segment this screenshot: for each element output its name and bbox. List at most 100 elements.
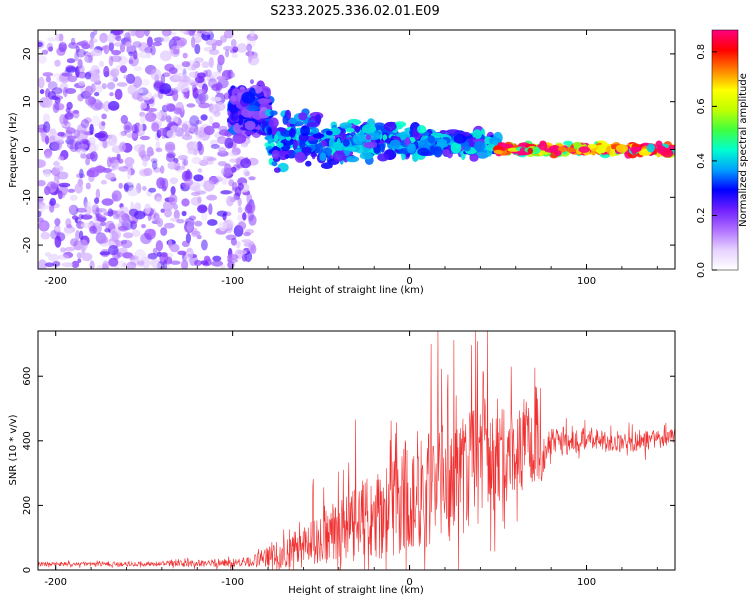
spectrogram-cell [184,92,189,99]
spectrogram-cell [169,217,180,222]
spectrogram-cell [150,158,158,164]
spectrogram-cell [107,208,114,217]
spectrogram-cell [65,127,76,135]
spectrogram-cell [150,68,162,81]
spectrogram-cell [94,84,102,90]
spectrogram-cell [118,166,129,172]
spectrogram-cell [250,79,254,85]
spectrogram-cell [113,42,124,47]
y-tick-label: -20 [22,237,33,253]
spectrogram-cell [46,42,54,52]
spectrogram-cell [276,142,284,148]
spectrogram-cell [249,30,256,37]
spectrogram-cell [111,190,122,202]
spectrogram-cell [110,55,122,63]
spectrogram-cell [109,92,114,97]
spectrogram-cell [206,160,214,165]
spectrogram-cell [138,42,149,52]
spectrogram-cell [148,98,154,105]
spectrogram-cell [97,264,103,269]
spectrogram-cell [220,264,226,269]
snr-panel: -200 -100 0 100 0 200 400 600 Height of straig… [8,330,676,596]
spectrogram-cell [187,123,198,133]
spectrogram-cell [188,30,195,37]
spectrogram-cell [79,168,84,179]
spectrogram-cell [493,149,503,154]
spectrogram-cell [233,163,241,171]
spectrogram-cell [162,259,168,269]
spectrogram-cell [214,102,226,111]
spectrogram-cell [246,203,253,213]
spectrogram-cell [140,102,148,109]
spectrogram-cell [40,231,51,240]
spectrogram-cell [99,251,110,256]
spectrogram-cell [58,254,70,260]
spectrogram-cell [241,239,252,244]
spectrogram-cell [226,195,234,207]
spectrogram-cell [179,84,190,93]
spectrogram-cell [90,38,98,43]
spectrogram-cell [268,117,279,128]
spectrogram-cell [230,237,237,246]
spectrogram-cell [160,208,166,213]
spectrogram-cell [80,153,87,159]
spectrogram-cell [227,254,239,260]
x-tick-label: -200 [44,276,67,287]
spectrogram-cell [185,251,194,260]
spectrogram-cell [89,260,95,269]
spectrogram-cell [192,185,201,192]
spectrogram-cell [85,182,91,190]
spectrogram-cell [58,190,63,200]
spectrogram-cell [170,260,181,265]
x-tick-label: 0 [406,577,412,588]
spectrogram-cell [186,221,194,233]
spectrogram-cell [74,183,83,194]
spectrogram-cell [65,66,77,73]
spectrogram-cell [343,146,357,151]
spectrogram-cell [38,180,46,187]
spectrogram-cell [101,236,109,244]
spectrogram-cell [48,128,58,141]
spectrogram-cell [201,61,210,69]
spectrogram-cell [118,130,126,138]
spectrogram-cell [316,142,323,155]
spectrogram-cell [144,203,151,215]
spectrogram-cell [94,220,101,226]
spectrogram-cell [312,133,325,139]
spectrogram-cell [72,215,78,220]
spectrogram-cell [156,111,162,120]
spectrogram-cell [187,148,199,155]
spectrogram-cell [101,83,107,90]
spectrogram-cell [271,149,280,160]
spectrogram-cell [98,60,105,67]
spectrogram-cell [94,86,103,93]
spectrogram-cell [78,143,88,150]
spectrogram-cell [125,41,132,48]
spectrogram-cell [161,35,170,43]
spectrogram-cell [120,114,128,124]
spectrogram-cell [439,130,447,135]
spectrogram-cell [199,92,206,105]
spectrogram-cell [54,160,59,169]
spectrogram-cell [166,129,177,139]
spectrogram-cell [148,187,157,193]
spectrogram-cell [38,220,50,232]
spectrogram-cell [563,140,573,146]
spectrogram-cell [80,40,89,49]
spectrogram-cell [206,157,217,162]
spectrogram-cell [188,71,200,78]
colorbar-tick-label: 0.6 [696,98,707,114]
spectrogram-cell [191,36,196,48]
spectrogram-cell [191,64,197,71]
spectrogram-cell [119,65,128,74]
spectrogram-cell [185,130,190,136]
spectrogram-cell [436,138,448,146]
spectrogram-cell [264,141,276,149]
spectrogram-cell [41,222,47,232]
snr-x-label: Height of straight line (km) [288,585,424,596]
spectrogram-cell [298,112,308,121]
spectrogram-cell [248,214,257,226]
spectrogram-cell [54,235,62,248]
spectrogram-cell [205,69,212,77]
